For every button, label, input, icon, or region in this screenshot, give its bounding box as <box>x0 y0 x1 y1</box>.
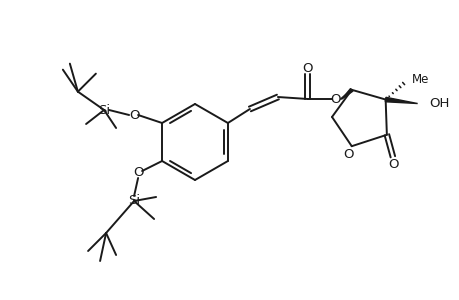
Text: Si: Si <box>98 103 110 116</box>
Text: O: O <box>133 167 143 179</box>
Polygon shape <box>341 88 352 99</box>
Polygon shape <box>385 97 417 103</box>
Text: O: O <box>388 158 398 171</box>
Text: OH: OH <box>429 97 449 110</box>
Text: O: O <box>330 92 341 106</box>
Text: O: O <box>129 109 139 122</box>
Text: O: O <box>343 148 353 161</box>
Text: O: O <box>302 61 313 74</box>
Text: Si: Si <box>128 194 140 208</box>
Text: Me: Me <box>411 73 428 86</box>
